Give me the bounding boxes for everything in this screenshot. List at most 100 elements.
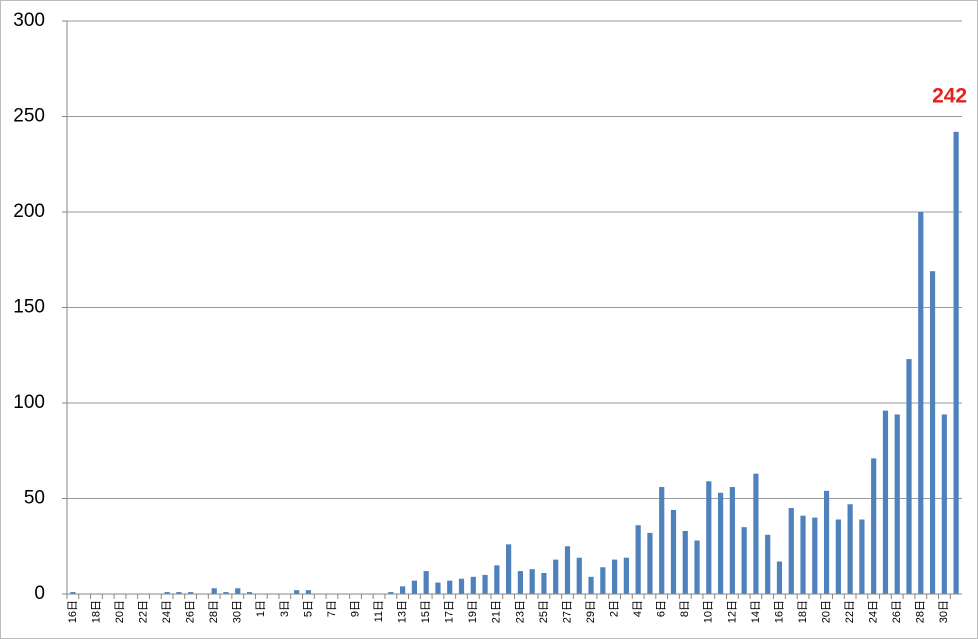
x-tick-label: 29日 xyxy=(585,600,597,623)
x-tick-label: 2日 xyxy=(609,600,621,617)
bar xyxy=(729,487,735,594)
x-tick-label: 4日 xyxy=(632,600,644,617)
x-tick-label: 6日 xyxy=(656,600,668,617)
x-tick-label: 10日 xyxy=(703,600,715,623)
bar xyxy=(623,557,629,594)
bar xyxy=(882,410,889,594)
bar xyxy=(188,592,194,594)
x-tick-label: 9日 xyxy=(349,600,361,617)
y-tick-label: 0 xyxy=(34,583,45,604)
bar xyxy=(211,588,217,594)
x-tick-label: 7日 xyxy=(326,600,338,617)
x-tick-label: 13日 xyxy=(397,600,409,623)
x-tick-label: 26日 xyxy=(185,600,197,623)
bar xyxy=(246,592,253,594)
x-tick-label: 28日 xyxy=(915,600,927,623)
x-tick-label: 22日 xyxy=(137,600,149,623)
bar xyxy=(847,504,853,594)
y-tick-label: 100 xyxy=(13,392,45,413)
x-tick-label: 23日 xyxy=(514,600,526,623)
x-tick-label: 3日 xyxy=(279,600,291,617)
x-tick-label: 21日 xyxy=(491,600,503,623)
bar xyxy=(871,458,877,594)
x-tick-label: 22日 xyxy=(844,600,856,623)
bar xyxy=(835,519,841,594)
y-tick-label: 200 xyxy=(13,201,45,222)
bar xyxy=(800,515,806,594)
x-tick-label: 24日 xyxy=(868,600,880,623)
bar xyxy=(906,359,912,594)
x-tick-label: 20日 xyxy=(820,600,832,623)
x-tick-label: 15日 xyxy=(420,600,432,623)
bar xyxy=(753,473,759,594)
bar xyxy=(494,565,500,594)
bar xyxy=(482,574,488,594)
bar xyxy=(294,590,300,594)
y-tick-label: 150 xyxy=(13,297,45,318)
x-tick-label: 1日 xyxy=(255,600,267,617)
bar xyxy=(953,131,959,594)
x-tick-label: 16日 xyxy=(773,600,785,623)
bar xyxy=(706,481,712,594)
bar xyxy=(576,557,582,594)
bar xyxy=(600,567,606,594)
bar xyxy=(235,588,241,594)
bar xyxy=(588,576,594,594)
x-tick-label: 25日 xyxy=(538,600,550,623)
x-tick-label: 30日 xyxy=(232,600,244,623)
x-tick-label: 18日 xyxy=(90,600,102,623)
bar xyxy=(894,414,900,594)
bar xyxy=(447,580,453,594)
bar xyxy=(659,487,665,594)
bar xyxy=(400,586,406,594)
bar xyxy=(435,582,441,594)
annotation: 242 xyxy=(932,84,967,107)
x-tick-label: 27日 xyxy=(561,600,573,623)
x-tick-label: 20日 xyxy=(114,600,126,623)
bar xyxy=(694,540,700,594)
x-tick-label: 24日 xyxy=(161,600,173,623)
x-tick-label: 16日 xyxy=(67,600,79,623)
bar xyxy=(223,592,229,594)
x-tick-label: 11日 xyxy=(373,600,385,622)
bar xyxy=(776,561,783,594)
y-tick-label: 250 xyxy=(13,106,45,127)
bar xyxy=(918,212,924,594)
bar xyxy=(553,559,559,594)
x-tick-label: 26日 xyxy=(891,600,903,623)
bar xyxy=(470,576,476,594)
y-tick-label: 50 xyxy=(24,488,45,509)
x-tick-label: 12日 xyxy=(726,600,738,623)
x-tick-label: 30日 xyxy=(938,600,950,623)
x-tick-label: 18日 xyxy=(797,600,809,623)
bar xyxy=(765,534,771,594)
bar xyxy=(305,590,312,594)
x-tick-label: 5日 xyxy=(302,600,314,617)
bar xyxy=(458,578,465,594)
bar xyxy=(611,559,618,594)
bar xyxy=(812,517,818,594)
bar xyxy=(823,490,830,594)
bar xyxy=(529,569,535,594)
x-tick-label: 8日 xyxy=(679,600,691,617)
bar xyxy=(670,509,677,594)
bar xyxy=(388,592,394,594)
bar xyxy=(541,572,547,594)
bar xyxy=(506,544,512,594)
bar xyxy=(859,519,865,594)
x-tick-label: 17日 xyxy=(444,600,456,623)
bar xyxy=(517,571,523,594)
x-tick-label: 19日 xyxy=(467,600,479,623)
bar xyxy=(647,532,653,594)
bar xyxy=(564,546,571,594)
bar xyxy=(423,571,429,594)
bar xyxy=(70,592,76,594)
bar xyxy=(176,592,182,594)
bar xyxy=(741,527,747,594)
y-tick-label: 300 xyxy=(13,10,45,31)
x-tick-label: 28日 xyxy=(208,600,220,623)
bar xyxy=(717,492,724,594)
